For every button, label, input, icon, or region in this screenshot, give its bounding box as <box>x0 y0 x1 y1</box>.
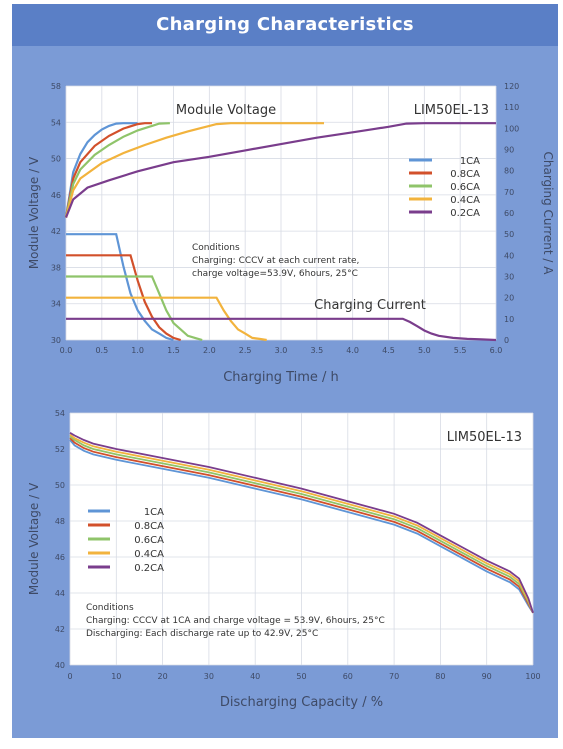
x-tick-label: 6.0 <box>490 346 503 355</box>
y2-tick-label: 100 <box>504 124 519 133</box>
current-line-1CA <box>66 233 174 342</box>
conditions-line: Charging: CCCV at each current rate, <box>192 256 359 266</box>
y2-tick-label: 60 <box>504 209 514 218</box>
y-tick-label: 38 <box>51 263 61 272</box>
y2-tick-label: 120 <box>504 82 519 91</box>
voltage-line-1CA <box>64 122 138 218</box>
page-title: Charging Characteristics <box>156 14 414 35</box>
legend-label-0.2CA: 0.2CA <box>450 208 480 219</box>
y2-tick-label: 80 <box>504 167 514 176</box>
voltage-line-0.2CA <box>64 122 496 218</box>
x-tick-label: 5.5 <box>454 346 467 355</box>
y2-tick-label: 30 <box>504 273 514 282</box>
x-tick-label: 1.0 <box>131 346 144 355</box>
y2-tick-label: 20 <box>504 294 514 303</box>
chart-model-label: LIM50EL-13 <box>414 103 489 118</box>
current-curve-label: Charging Current <box>314 298 426 313</box>
conditions-line: charge voltage=53.9V, 6hours, 25°C <box>192 269 358 279</box>
y-tick-label: 50 <box>51 155 61 164</box>
y-tick-label: 46 <box>51 191 61 200</box>
y-tick-label: 34 <box>51 300 61 309</box>
y2-tick-label: 50 <box>504 230 514 239</box>
legend-label-0.8CA: 0.8CA <box>450 169 480 180</box>
x-tick-label: 2.5 <box>239 346 252 355</box>
current-line-0.2CA <box>66 317 497 342</box>
y2-tick-label: 40 <box>504 251 514 260</box>
y2-tick-label: 0 <box>504 336 509 345</box>
y-tick-label: 30 <box>51 336 61 345</box>
y2-tick-label: 110 <box>504 103 519 112</box>
x-axis-label: Charging Time / h <box>223 370 339 385</box>
y-tick-label: 54 <box>51 118 61 127</box>
voltage-line-0.8CA <box>64 122 152 218</box>
legend-label-1CA: 1CA <box>460 156 480 167</box>
current-line-0.6CA <box>66 275 203 342</box>
y2-tick-label: 10 <box>504 315 514 324</box>
y-tick-label: 42 <box>51 227 61 236</box>
current-line-0.4CA <box>66 296 267 342</box>
y-tick-label: 58 <box>51 82 61 91</box>
title-bar <box>12 4 558 46</box>
conditions-title: Conditions <box>192 243 240 253</box>
x-tick-label: 5.0 <box>418 346 431 355</box>
x-tick-label: 3.5 <box>310 346 323 355</box>
voltage-line-0.6CA <box>64 122 170 218</box>
x-tick-label: 3.0 <box>275 346 288 355</box>
legend-label-0.6CA: 0.6CA <box>450 182 480 193</box>
x-tick-label: 0.0 <box>60 346 73 355</box>
y-axis-label: Module Voltage / V <box>27 156 41 269</box>
voltage-curve-label: Module Voltage <box>176 103 276 118</box>
x-tick-label: 2.0 <box>203 346 216 355</box>
voltage-line-0.4CA <box>64 122 324 218</box>
legend-label-0.4CA: 0.4CA <box>450 195 480 206</box>
x-tick-label: 4.0 <box>346 346 359 355</box>
x-tick-label: 0.5 <box>95 346 108 355</box>
current-line-0.8CA <box>66 254 182 342</box>
y2-tick-label: 90 <box>504 146 514 155</box>
x-tick-label: 4.5 <box>382 346 395 355</box>
x-tick-label: 1.5 <box>167 346 180 355</box>
y2-tick-label: 70 <box>504 188 514 197</box>
y2-axis-label: Charging Current / A <box>541 152 555 276</box>
